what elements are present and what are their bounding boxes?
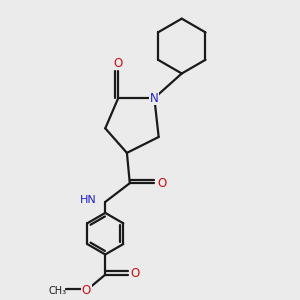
Text: HN: HN [80, 196, 97, 206]
Text: O: O [130, 267, 139, 280]
Text: O: O [82, 284, 91, 297]
Text: N: N [150, 92, 159, 104]
Text: O: O [157, 177, 166, 190]
Text: CH₃: CH₃ [49, 286, 67, 296]
Text: O: O [114, 57, 123, 70]
